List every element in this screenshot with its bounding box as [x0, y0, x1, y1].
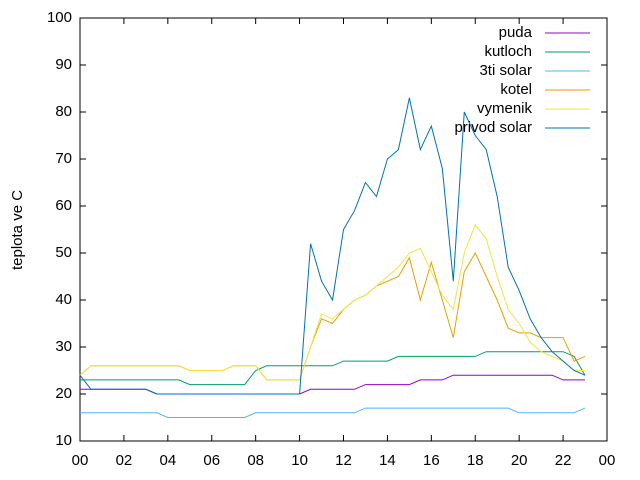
series-line [79, 97, 586, 395]
x-tick-label: 14 [379, 452, 396, 469]
y-tick-label: 30 [55, 338, 72, 355]
legend-label: puda [499, 24, 533, 41]
series-line [80, 351, 586, 386]
legend-label: kutloch [484, 43, 532, 60]
y-tick-label: 50 [55, 244, 72, 261]
y-tick-label: 60 [55, 197, 72, 214]
x-tick-label: 20 [511, 452, 528, 469]
legend-label: privod solar [454, 119, 532, 136]
y-tick-label: 70 [55, 150, 72, 167]
x-tick-label: 04 [159, 452, 176, 469]
legend-label: kotel [500, 81, 532, 98]
x-tick-label: 08 [247, 452, 264, 469]
x-tick-label: 12 [335, 452, 352, 469]
y-tick-label: 10 [55, 432, 72, 449]
x-tick-label: 06 [203, 452, 220, 469]
series-line [80, 374, 586, 395]
y-tick-label: 100 [47, 9, 72, 26]
series-line [80, 407, 586, 418]
x-tick-label: 22 [555, 452, 572, 469]
x-tick-label: 16 [423, 452, 440, 469]
x-tick-label: 00 [599, 452, 616, 469]
x-tick-label: 18 [467, 452, 484, 469]
legend-label: vymenik [477, 100, 533, 117]
x-tick-label: 00 [72, 452, 89, 469]
y-axis-label: teplota ve C [9, 190, 26, 270]
y-tick-label: 90 [55, 56, 72, 73]
y-tick-label: 80 [55, 103, 72, 120]
y-tick-label: 40 [55, 291, 72, 308]
y-tick-label: 20 [55, 385, 72, 402]
legend-label: 3ti solar [479, 62, 532, 79]
series-line [79, 223, 586, 381]
x-tick-label: 10 [291, 452, 308, 469]
x-tick-label: 02 [116, 452, 133, 469]
series-line [79, 251, 586, 381]
